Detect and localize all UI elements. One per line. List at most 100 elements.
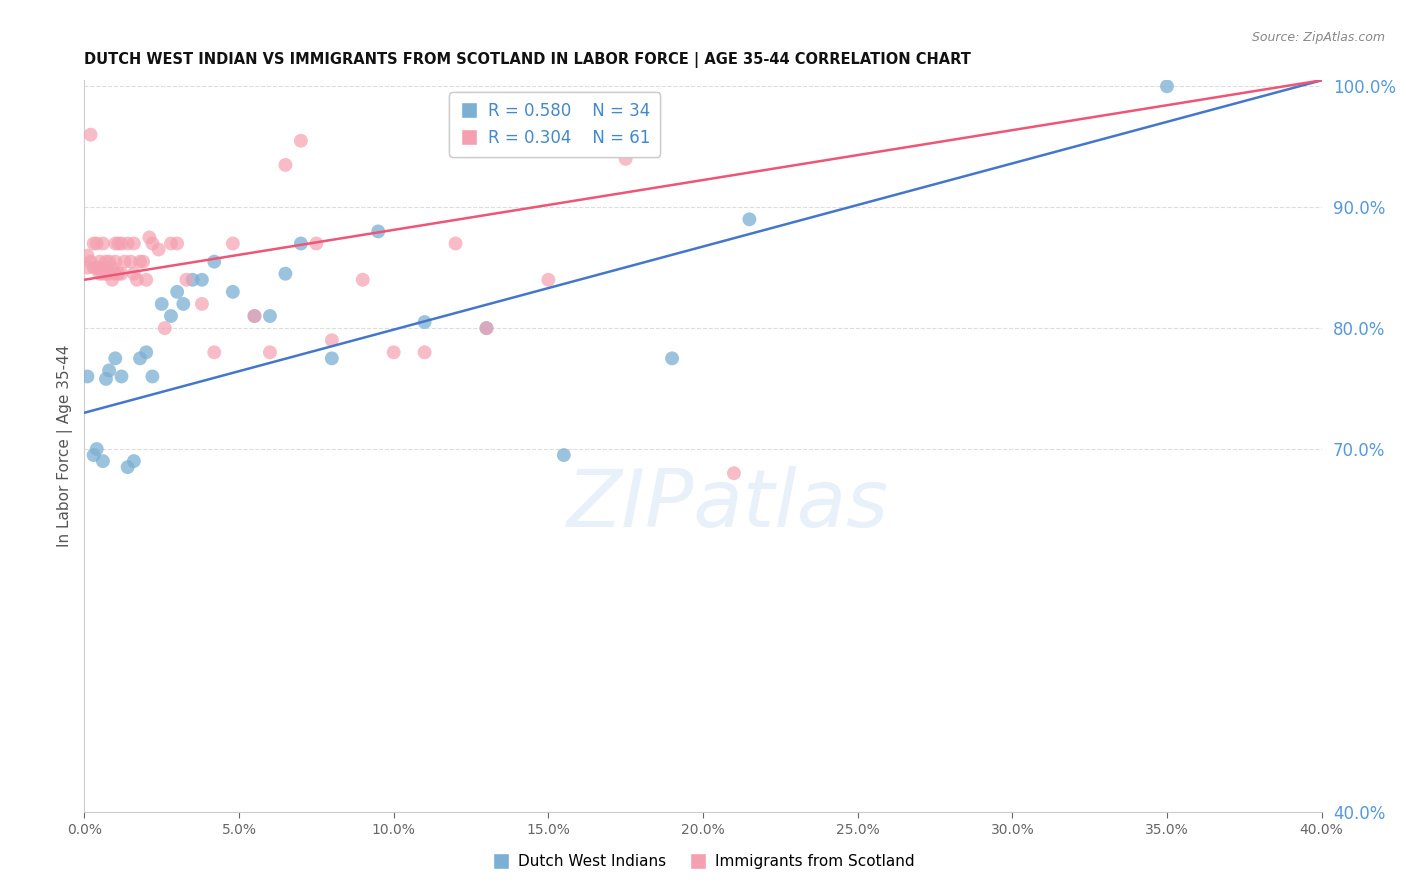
- Point: [202, 254, 225, 268]
- Point: [181, 273, 204, 287]
- Point: [135, 273, 157, 287]
- Point: [86, 236, 108, 251]
- Point: [89, 260, 111, 275]
- Point: [290, 236, 312, 251]
- Point: [475, 321, 498, 335]
- Point: [141, 236, 163, 251]
- Point: [104, 267, 127, 281]
- Legend: R = 0.580    N = 34, R = 0.304    N = 61: R = 0.580 N = 34, R = 0.304 N = 61: [449, 92, 659, 157]
- Point: [94, 254, 117, 268]
- Point: [202, 345, 225, 359]
- Point: [160, 309, 183, 323]
- Point: [475, 321, 498, 335]
- Point: [723, 466, 745, 480]
- Point: [79, 254, 101, 268]
- Point: [79, 128, 101, 142]
- Text: ZIPatlas: ZIPatlas: [567, 466, 889, 543]
- Point: [76, 249, 98, 263]
- Point: [83, 236, 105, 251]
- Point: [83, 260, 105, 275]
- Point: [104, 351, 127, 366]
- Point: [176, 273, 198, 287]
- Point: [83, 448, 105, 462]
- Point: [259, 309, 281, 323]
- Point: [98, 254, 121, 268]
- Point: [243, 309, 266, 323]
- Text: Source: ZipAtlas.com: Source: ZipAtlas.com: [1251, 31, 1385, 45]
- Point: [94, 372, 117, 386]
- Point: [614, 152, 637, 166]
- Point: [91, 454, 114, 468]
- Point: [107, 236, 129, 251]
- Point: [110, 236, 132, 251]
- Point: [444, 236, 467, 251]
- Point: [568, 128, 591, 142]
- Point: [413, 315, 436, 329]
- Point: [120, 254, 142, 268]
- Point: [290, 134, 312, 148]
- Point: [661, 351, 683, 366]
- Point: [148, 243, 170, 257]
- Point: [129, 254, 152, 268]
- Point: [1156, 79, 1178, 94]
- Point: [537, 273, 560, 287]
- Point: [166, 285, 188, 299]
- Point: [274, 158, 297, 172]
- Point: [274, 267, 297, 281]
- Point: [367, 224, 389, 238]
- Legend: Dutch West Indians, Immigrants from Scotland: Dutch West Indians, Immigrants from Scot…: [485, 848, 921, 875]
- Point: [135, 345, 157, 359]
- Point: [321, 333, 343, 347]
- Point: [321, 351, 343, 366]
- Point: [117, 460, 139, 475]
- Point: [94, 267, 117, 281]
- Point: [352, 273, 374, 287]
- Point: [222, 285, 245, 299]
- Y-axis label: In Labor Force | Age 35-44: In Labor Force | Age 35-44: [58, 345, 73, 547]
- Point: [150, 297, 173, 311]
- Point: [738, 212, 761, 227]
- Point: [98, 267, 121, 281]
- Point: [125, 273, 148, 287]
- Point: [117, 236, 139, 251]
- Point: [89, 267, 111, 281]
- Point: [191, 273, 214, 287]
- Point: [104, 236, 127, 251]
- Point: [138, 230, 160, 244]
- Text: DUTCH WEST INDIAN VS IMMIGRANTS FROM SCOTLAND IN LABOR FORCE | AGE 35-44 CORRELA: DUTCH WEST INDIAN VS IMMIGRANTS FROM SCO…: [84, 52, 972, 68]
- Point: [114, 254, 136, 268]
- Point: [86, 442, 108, 456]
- Point: [160, 236, 183, 251]
- Point: [153, 321, 176, 335]
- Point: [101, 273, 124, 287]
- Point: [553, 448, 575, 462]
- Point: [129, 351, 152, 366]
- Point: [76, 260, 98, 275]
- Point: [141, 369, 163, 384]
- Point: [382, 345, 405, 359]
- Point: [305, 236, 328, 251]
- Point: [122, 236, 145, 251]
- Point: [94, 260, 117, 275]
- Point: [91, 236, 114, 251]
- Point: [110, 267, 132, 281]
- Point: [76, 369, 98, 384]
- Point: [91, 267, 114, 281]
- Point: [413, 345, 436, 359]
- Point: [132, 254, 155, 268]
- Point: [104, 254, 127, 268]
- Point: [98, 363, 121, 377]
- Point: [122, 454, 145, 468]
- Point: [86, 260, 108, 275]
- Point: [107, 267, 129, 281]
- Point: [172, 297, 194, 311]
- Point: [101, 260, 124, 275]
- Point: [110, 369, 132, 384]
- Point: [89, 254, 111, 268]
- Point: [122, 267, 145, 281]
- Point: [259, 345, 281, 359]
- Point: [166, 236, 188, 251]
- Point: [191, 297, 214, 311]
- Point: [222, 236, 245, 251]
- Point: [243, 309, 266, 323]
